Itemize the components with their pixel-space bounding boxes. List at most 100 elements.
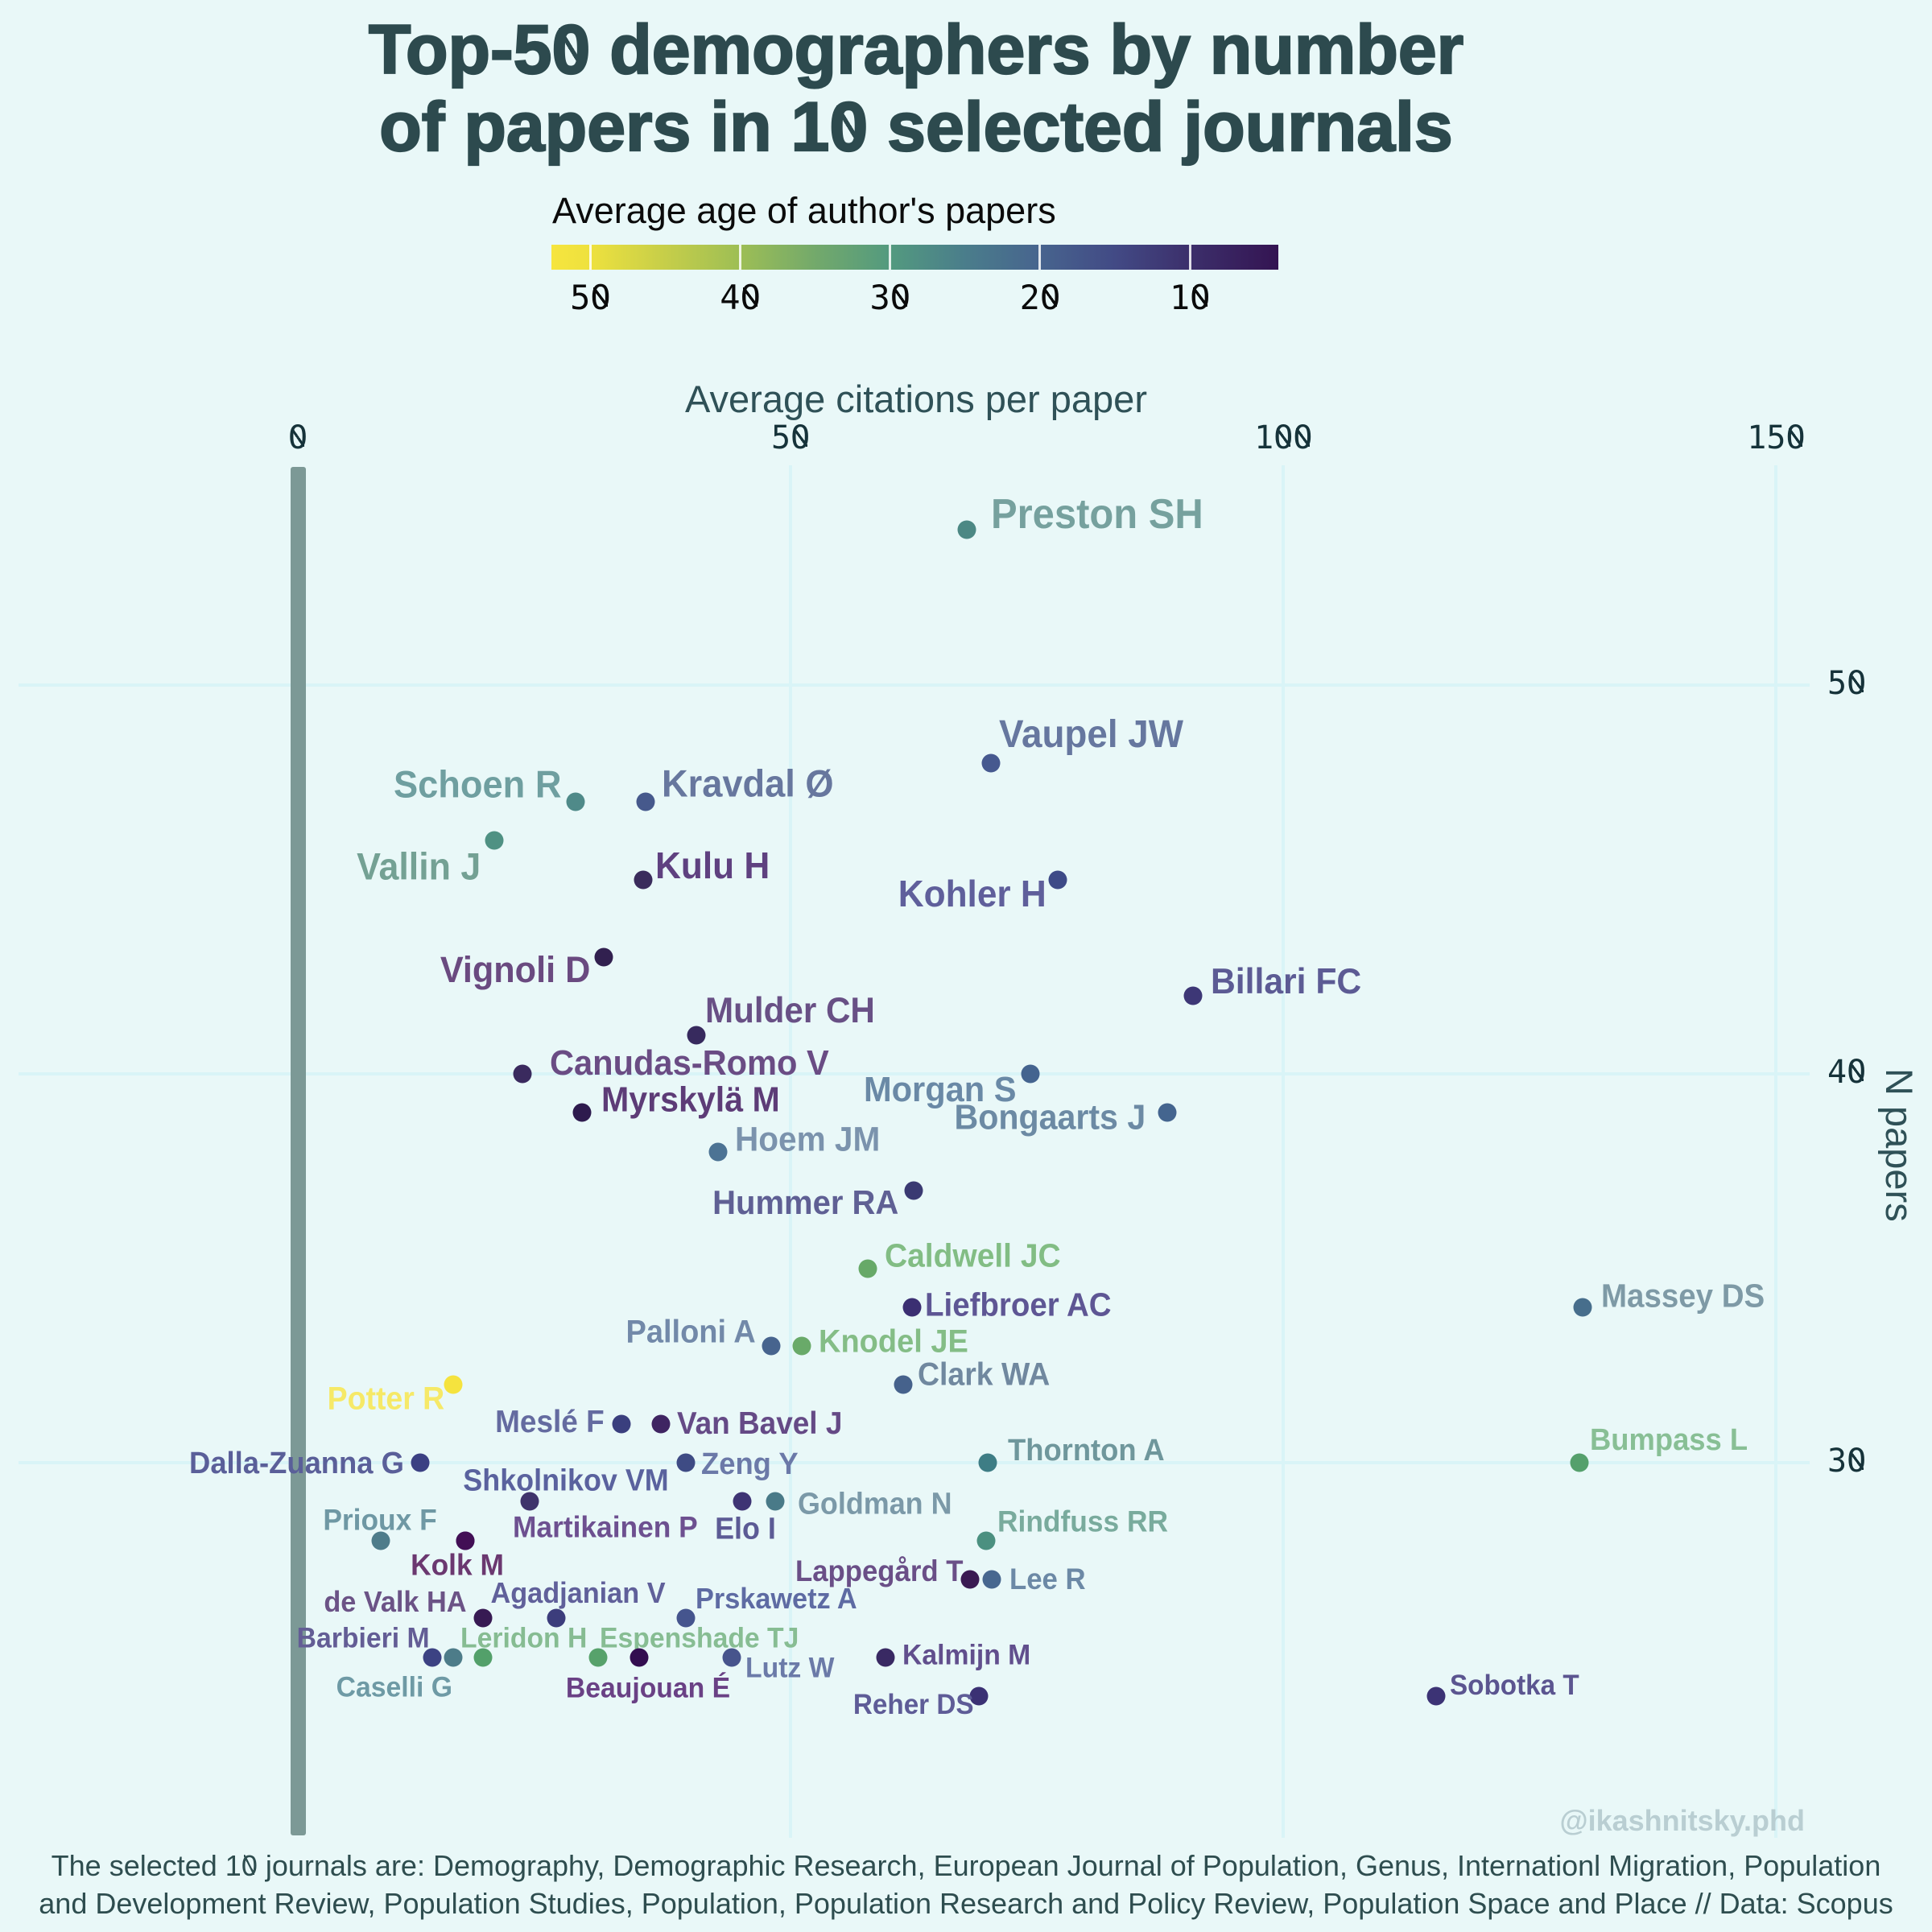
colorbar-title: Average age of author's papers (552, 190, 1056, 231)
point-label-Leridon H: Leridon H (460, 1621, 588, 1654)
point-dot-Potter R (444, 1375, 463, 1394)
caption-line2: and Development Review, Population Studi… (39, 1887, 1893, 1920)
slashed-zero: O (1847, 665, 1867, 702)
point-label-de Valk HA: de Valk HA (323, 1585, 466, 1618)
point-dot-Vaupel JW (981, 753, 1001, 773)
point-label-Canudas-Romo V: Canudas-Romo V (550, 1043, 829, 1083)
point-dot-Lee R (982, 1570, 1001, 1589)
slashed-zero: 0 (828, 88, 869, 167)
point-label-Van Bavel J: Van Bavel J (677, 1406, 843, 1441)
point-dot-de Valk HA (473, 1608, 493, 1628)
point-label-Kolk M: Kolk M (411, 1547, 504, 1582)
watermark: @ikashnitsky.phd (1559, 1804, 1805, 1837)
y-axis-title: N papers (1878, 1068, 1921, 1222)
point-label-Thornton A: Thornton A (1008, 1433, 1165, 1468)
point-dot-Liefbroer AC (902, 1298, 922, 1317)
point-label-Caldwell JC: Caldwell JC (885, 1236, 1061, 1274)
point-dot-Vallin J (485, 831, 504, 850)
point-dot-Sobotka T (1426, 1686, 1446, 1706)
point-dot-Kolk M (456, 1531, 475, 1550)
gridline-y-50 (19, 683, 1810, 687)
point-dot-Dalla-Zuanna G (411, 1453, 430, 1472)
point-dot-Kulu H (634, 870, 652, 889)
slashed-zero: O (287, 419, 308, 456)
point-label-Beaujouan É: Beaujouan É (565, 1671, 731, 1704)
point-dot-Agadjanian V (547, 1608, 566, 1628)
point-label-Bongaarts J: Bongaarts J (954, 1098, 1146, 1137)
point-label-Dalla-Zuanna G: Dalla-Zuanna G (189, 1446, 404, 1480)
slashed-zero: O (1785, 419, 1806, 456)
point-dot-Clark WA (894, 1375, 913, 1394)
point-label-Clark WA: Clark WA (918, 1356, 1051, 1393)
point-label-Lee R: Lee R (1009, 1563, 1086, 1596)
point-dot-Bongaarts J (1158, 1103, 1177, 1122)
x-tick-label-150: 15O (1747, 419, 1806, 456)
point-label-Palloni A: Palloni A (625, 1314, 756, 1350)
point-dot-Van Bavel J (651, 1414, 671, 1434)
point-dot-Zeng Y (676, 1453, 696, 1472)
point-dot-Lappegård T (960, 1570, 980, 1589)
point-dot-Billari FC (1183, 986, 1203, 1005)
colorbar-tick-20 (1038, 245, 1042, 270)
point-label-Sobotka T: Sobotka T (1450, 1670, 1579, 1701)
slashed-zero: O (1847, 1443, 1867, 1480)
point-dot-Morgan S (1021, 1064, 1040, 1084)
x-zero-axis-bar (291, 467, 306, 1835)
point-dot-Beaujouan É (630, 1648, 649, 1666)
gridline-y-40 (19, 1072, 1810, 1075)
point-label-Shkolnikov VM: Shkolnikov VM (463, 1463, 669, 1498)
point-dot-Mulder CH (687, 1026, 706, 1045)
point-dot-Meslé F (612, 1414, 631, 1434)
point-dot-Massey DS (1573, 1298, 1592, 1317)
point-dot-Myrskylä M (572, 1103, 592, 1122)
point-label-Barbieri M: Barbieri M (297, 1621, 430, 1654)
chart-title-line1: Top-50 demographers by number (368, 10, 1465, 89)
point-label-Prioux F: Prioux F (323, 1502, 437, 1537)
point-label-Kravdal Ø: Kravdal Ø (662, 762, 834, 806)
point-dot-Leridon H (473, 1648, 493, 1666)
slashed-zero: O (740, 278, 761, 317)
point-dot-Kohler H (1048, 870, 1067, 889)
point-dot-Hummer RA (904, 1181, 923, 1200)
slashed-zero: O (590, 278, 611, 317)
point-label-Vaupel JW: Vaupel JW (999, 712, 1183, 756)
colorbar-tick-label-30: 3O (869, 278, 911, 317)
point-dot-Canudas-Romo V (513, 1064, 532, 1084)
point-label-Kalmijn M: Kalmijn M (902, 1638, 1031, 1671)
slashed-zero: O (1847, 1054, 1867, 1091)
colorbar-tick-10 (1188, 245, 1191, 270)
point-label-Martikainen P: Martikainen P (513, 1509, 698, 1544)
point-dot-Bumpass L (1570, 1453, 1589, 1472)
point-dot-Goldman N (766, 1492, 785, 1511)
point-label-Lutz W: Lutz W (745, 1651, 835, 1684)
gridline-x-100 (1282, 465, 1286, 1838)
colorbar-tick-40 (739, 245, 742, 270)
point-label-Vignoli D: Vignoli D (440, 949, 590, 990)
point-dot-Palloni A (762, 1336, 781, 1356)
point-label-Kulu H: Kulu H (655, 844, 770, 886)
colorbar-tick-label-40: 4O (720, 278, 761, 317)
point-dot-Barbieri M (423, 1648, 441, 1666)
caption-line1: The selected 10 journals are: Demography… (0, 1847, 1932, 1885)
point-label-Elo I: Elo I (715, 1512, 776, 1546)
point-label-Hummer RA: Hummer RA (712, 1183, 898, 1221)
y-tick-label-50: 5O (1827, 665, 1867, 702)
x-tick-label-50: 5O (771, 419, 811, 456)
colorbar-tick-label-50: 5O (570, 278, 611, 317)
point-label-Bumpass L: Bumpass L (1590, 1422, 1748, 1457)
point-label-Myrskylä M: Myrskylä M (601, 1080, 780, 1120)
gridline-y-30 (19, 1461, 1810, 1464)
point-label-Prskawetz A: Prskawetz A (696, 1582, 857, 1615)
point-dot-Prskawetz A (676, 1608, 696, 1628)
point-label-Reher DS: Reher DS (853, 1689, 974, 1720)
point-label-Mulder CH: Mulder CH (705, 991, 875, 1030)
point-label-Knodel JE: Knodel JE (819, 1323, 968, 1360)
point-label-Hoem JM: Hoem JM (735, 1120, 881, 1159)
y-tick-label-30: 3O (1827, 1443, 1867, 1480)
colorbar-gradient (551, 245, 1278, 270)
x-tick-label-0: O (233, 419, 362, 456)
gridline-x-50 (789, 465, 793, 1838)
slashed-zero: O (1274, 419, 1294, 456)
colorbar-tick-label-10: 1O (1169, 278, 1211, 317)
